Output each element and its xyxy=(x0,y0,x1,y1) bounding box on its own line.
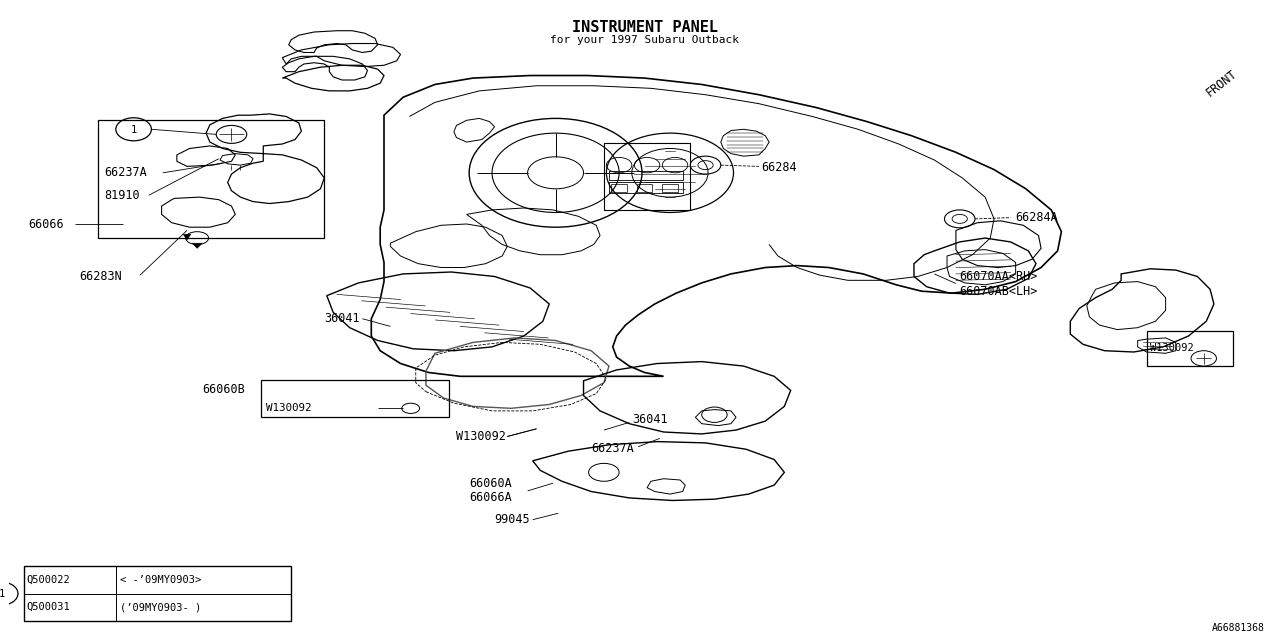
Text: 99045: 99045 xyxy=(494,513,530,526)
Text: 66066A: 66066A xyxy=(470,492,512,504)
Bar xyxy=(604,143,690,210)
Bar xyxy=(24,566,292,621)
Text: W130092: W130092 xyxy=(457,430,507,443)
Bar xyxy=(261,380,449,417)
Text: Q500022: Q500022 xyxy=(27,575,70,585)
Text: 66283N: 66283N xyxy=(79,270,122,283)
Text: 36041: 36041 xyxy=(632,413,667,426)
Text: 66284: 66284 xyxy=(762,161,797,174)
Text: 1: 1 xyxy=(131,125,137,135)
Bar xyxy=(612,184,627,192)
Polygon shape xyxy=(183,234,191,240)
Text: 66284A: 66284A xyxy=(1015,211,1059,224)
Text: 66070AB<LH>: 66070AB<LH> xyxy=(960,285,1038,298)
Text: 66060B: 66060B xyxy=(202,383,244,396)
Text: 66237A: 66237A xyxy=(591,442,634,454)
Text: 36041: 36041 xyxy=(324,312,360,325)
Bar xyxy=(637,184,653,192)
Text: 1: 1 xyxy=(0,589,5,598)
Text: INSTRUMENT PANEL: INSTRUMENT PANEL xyxy=(572,20,718,35)
Text: FRONT: FRONT xyxy=(1203,67,1240,99)
Text: Q500031: Q500031 xyxy=(27,602,70,612)
Polygon shape xyxy=(192,243,202,248)
Text: W130092: W130092 xyxy=(1151,343,1194,353)
Bar xyxy=(609,171,682,180)
Bar xyxy=(99,120,324,238)
Text: 66070AA<RH>: 66070AA<RH> xyxy=(960,270,1038,283)
Text: 66066: 66066 xyxy=(28,218,64,230)
Text: 66237A: 66237A xyxy=(105,166,147,179)
Text: for your 1997 Subaru Outback: for your 1997 Subaru Outback xyxy=(550,35,739,45)
Bar xyxy=(1147,331,1233,366)
Bar xyxy=(662,184,677,192)
Text: A66881368: A66881368 xyxy=(1212,623,1265,634)
Text: (’09MY0903- ): (’09MY0903- ) xyxy=(119,602,201,612)
Text: 66060A: 66060A xyxy=(470,477,512,490)
Text: 81910: 81910 xyxy=(105,189,140,202)
Bar xyxy=(609,182,682,193)
Text: < -’09MY0903>: < -’09MY0903> xyxy=(119,575,201,585)
Text: W130092: W130092 xyxy=(266,403,311,413)
